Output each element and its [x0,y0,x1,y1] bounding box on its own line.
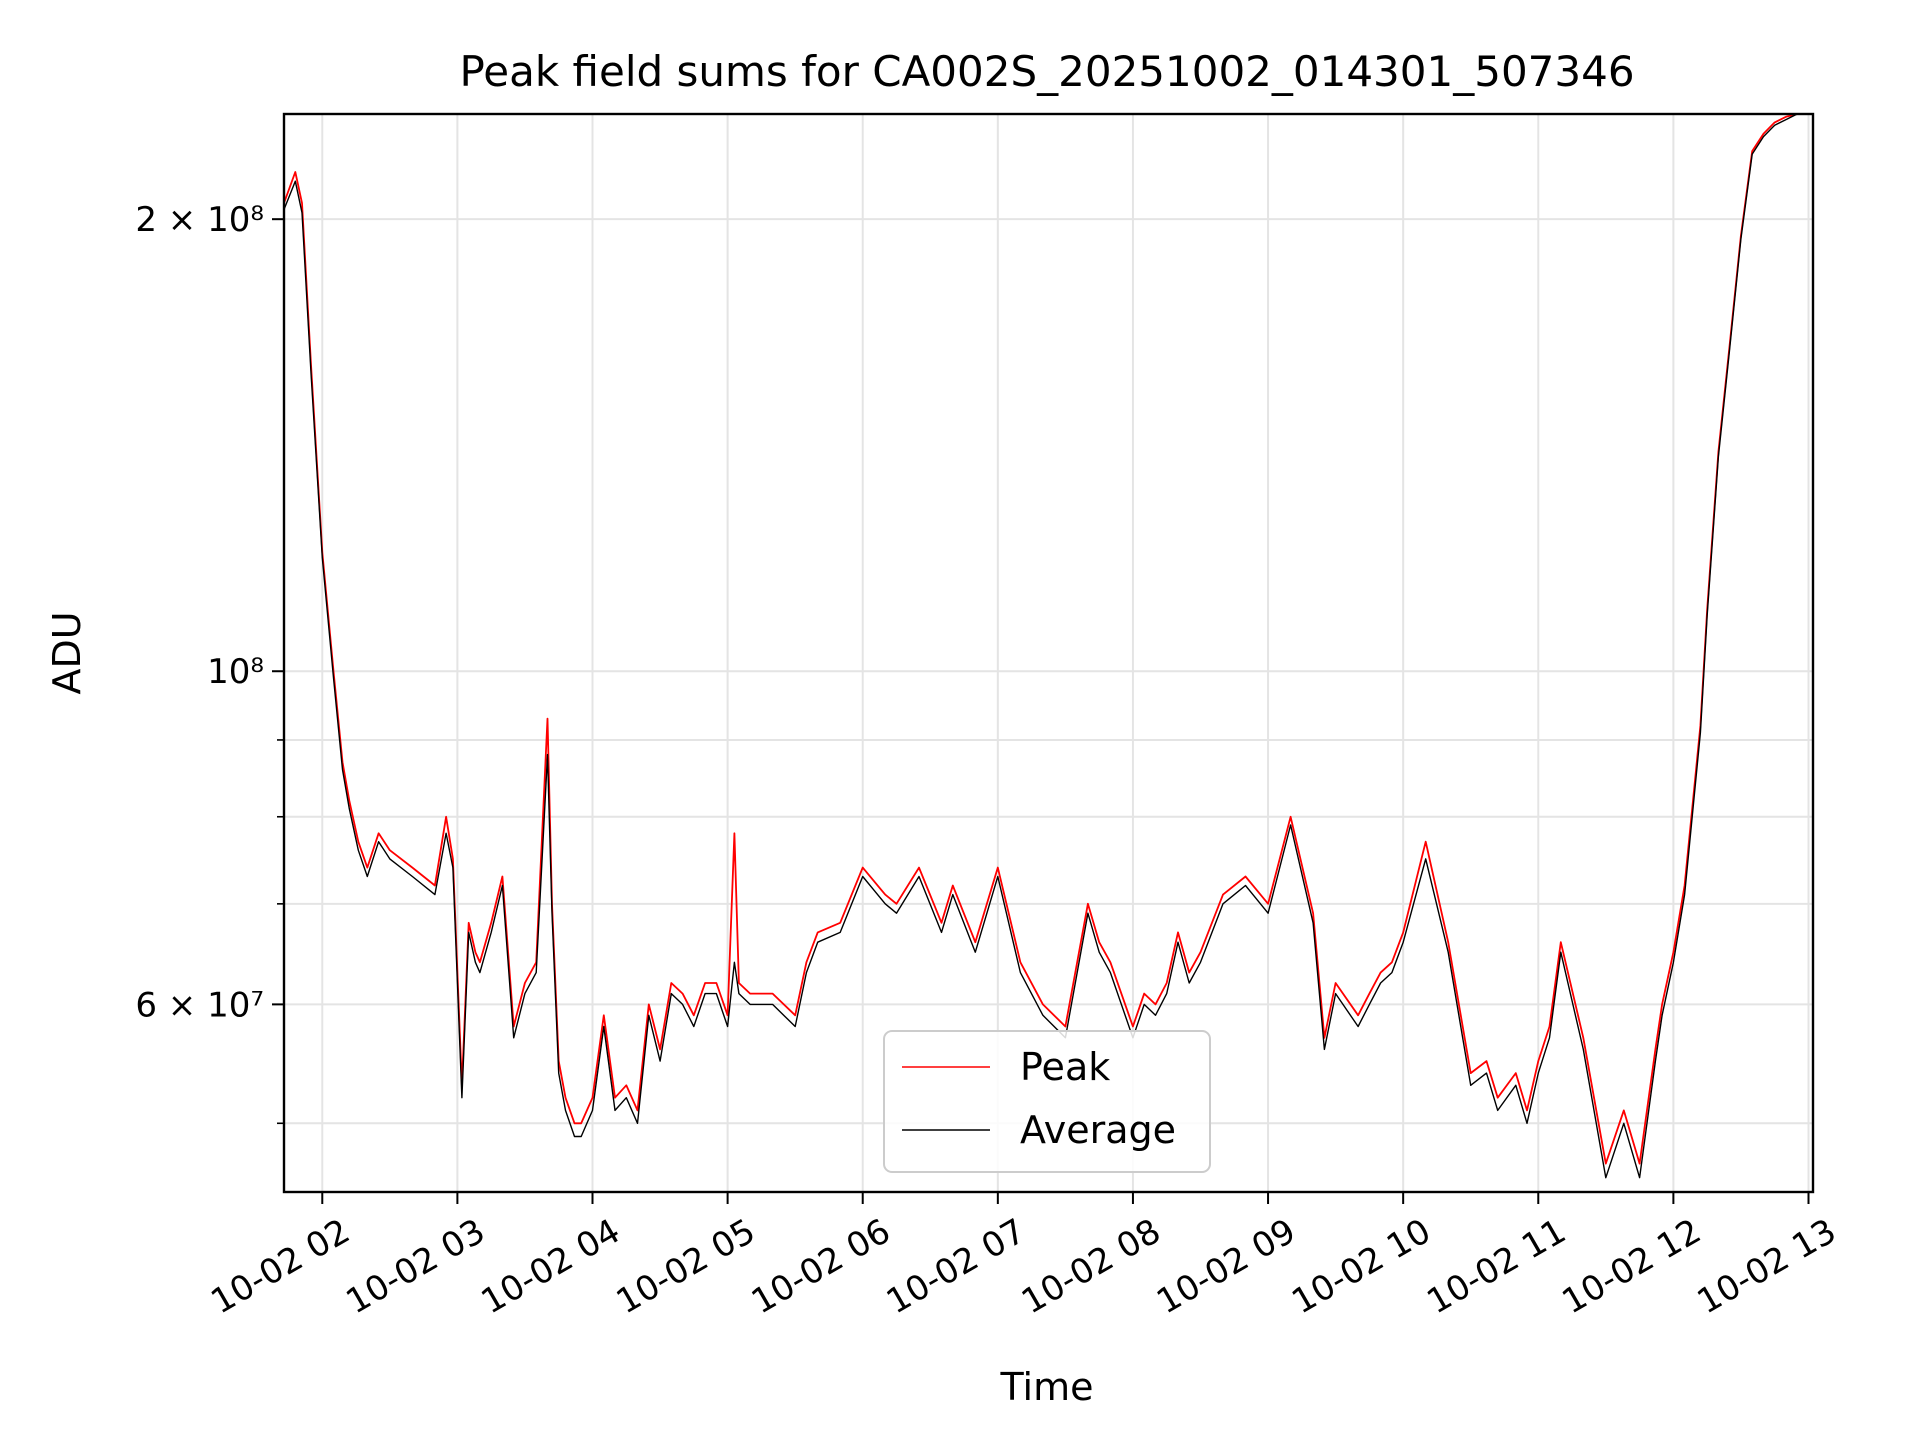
y-tick-label: 6 × 10⁷ [135,985,264,1025]
y-tick-label: 2 × 10⁸ [135,200,264,240]
x-tick-label: 10-02 09 [1150,1211,1302,1322]
x-axis-label: Time [1000,1365,1094,1409]
y-tick-label: 10⁸ [207,652,264,692]
legend: Peak Average [883,1030,1211,1173]
x-tick-label: 10-02 03 [339,1211,491,1322]
legend-label-peak: Peak [1020,1045,1110,1089]
y-axis-label: ADU [45,611,89,694]
series-line-average [283,113,1813,1179]
plot-frame [282,112,1815,1194]
x-tick-label: 10-02 04 [475,1211,627,1322]
x-tick-label: 10-02 11 [1420,1211,1572,1322]
x-tick-label: 10-02 05 [610,1211,762,1322]
x-tick-label: 10-02 07 [880,1211,1032,1322]
series-layer [283,113,1813,1179]
legend-label-average: Average [1020,1108,1176,1152]
chart-title: Peak field sums for CA002S_20251002_0143… [459,47,1634,96]
x-tick-label: 10-02 02 [204,1211,356,1322]
x-tick-label: 10-02 13 [1691,1211,1843,1322]
x-tick-label: 10-02 08 [1015,1211,1167,1322]
x-tick-label: 10-02 06 [745,1211,897,1322]
y-axis: 2 × 10⁸ 10⁸ 6 × 10⁷ [135,200,284,1125]
x-tick-label: 10-02 10 [1285,1211,1437,1322]
series-line-peak [283,113,1813,1165]
x-tick-label: 10-02 12 [1555,1211,1707,1322]
